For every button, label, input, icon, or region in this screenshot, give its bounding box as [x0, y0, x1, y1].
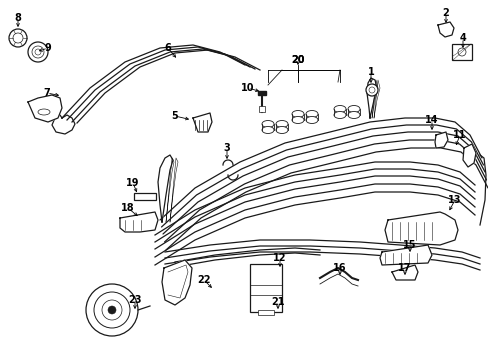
Text: 18: 18 — [121, 203, 135, 213]
Polygon shape — [120, 212, 158, 232]
Bar — [249, 264, 282, 312]
Ellipse shape — [305, 117, 317, 123]
Ellipse shape — [291, 117, 304, 123]
Text: 19: 19 — [126, 178, 140, 188]
Polygon shape — [158, 155, 173, 222]
Ellipse shape — [333, 112, 346, 118]
Ellipse shape — [347, 112, 359, 118]
Polygon shape — [437, 22, 453, 37]
Polygon shape — [162, 260, 192, 305]
Polygon shape — [379, 245, 431, 265]
Ellipse shape — [347, 105, 359, 112]
Text: 6: 6 — [164, 43, 171, 53]
Text: 5: 5 — [171, 111, 178, 121]
Text: 12: 12 — [273, 253, 286, 263]
Text: 3: 3 — [223, 143, 230, 153]
Ellipse shape — [333, 105, 346, 112]
Ellipse shape — [38, 109, 50, 115]
Text: 20: 20 — [291, 55, 304, 65]
Polygon shape — [462, 144, 475, 167]
Polygon shape — [366, 78, 376, 118]
Circle shape — [28, 42, 48, 62]
Bar — [134, 193, 156, 200]
Polygon shape — [391, 265, 417, 280]
Ellipse shape — [291, 111, 304, 117]
Ellipse shape — [305, 111, 317, 117]
Text: 7: 7 — [43, 88, 50, 98]
Polygon shape — [434, 132, 447, 148]
Text: 11: 11 — [452, 130, 466, 140]
Circle shape — [9, 29, 27, 47]
Text: 14: 14 — [425, 115, 438, 125]
Text: 22: 22 — [197, 275, 210, 285]
Text: 21: 21 — [271, 297, 284, 307]
Ellipse shape — [275, 121, 287, 127]
Ellipse shape — [275, 126, 287, 134]
Circle shape — [365, 84, 377, 96]
Text: 23: 23 — [128, 295, 142, 305]
Polygon shape — [193, 113, 212, 132]
Text: 13: 13 — [447, 195, 461, 205]
Circle shape — [86, 284, 138, 336]
Bar — [451, 44, 471, 60]
Text: 15: 15 — [403, 240, 416, 250]
Text: 4: 4 — [459, 33, 466, 43]
Polygon shape — [384, 212, 457, 245]
Bar — [258, 91, 265, 95]
Ellipse shape — [262, 126, 273, 134]
Text: 9: 9 — [44, 43, 51, 53]
Ellipse shape — [262, 121, 273, 127]
Text: 1: 1 — [367, 67, 374, 77]
Text: 16: 16 — [332, 263, 346, 273]
Text: 10: 10 — [241, 83, 254, 93]
Text: 2: 2 — [442, 8, 448, 18]
Polygon shape — [28, 95, 62, 122]
Text: 20: 20 — [291, 55, 304, 65]
Circle shape — [108, 306, 116, 314]
Text: 8: 8 — [15, 13, 21, 23]
Text: 17: 17 — [397, 263, 411, 273]
Bar — [259, 106, 264, 112]
Bar — [258, 310, 273, 315]
